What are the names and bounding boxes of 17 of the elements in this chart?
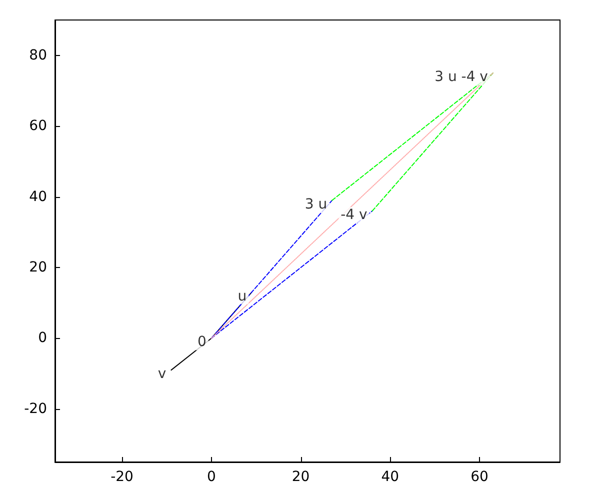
x-tick-label: 0: [206, 469, 216, 485]
x-tick-label: 40: [381, 469, 400, 485]
annotation: -4 v: [340, 206, 368, 223]
y-tick-label: 0: [38, 330, 47, 346]
annotation: 0: [197, 334, 206, 350]
x-tick-label: 20: [292, 469, 310, 485]
y-tick-label: 60: [29, 118, 47, 134]
y-tick-label: 80: [29, 47, 47, 64]
annotation: u: [238, 288, 247, 304]
y-tick-label: -20: [24, 400, 47, 417]
annotation: 3 u -4 v: [434, 69, 488, 86]
x-tick-label: -20: [110, 469, 134, 485]
x-tick-label: 60: [470, 469, 488, 485]
annotation: 3 u: [304, 196, 328, 212]
y-tick-label: 40: [29, 188, 47, 205]
y-tick-label: 20: [29, 260, 47, 276]
annotation: v: [158, 366, 166, 382]
